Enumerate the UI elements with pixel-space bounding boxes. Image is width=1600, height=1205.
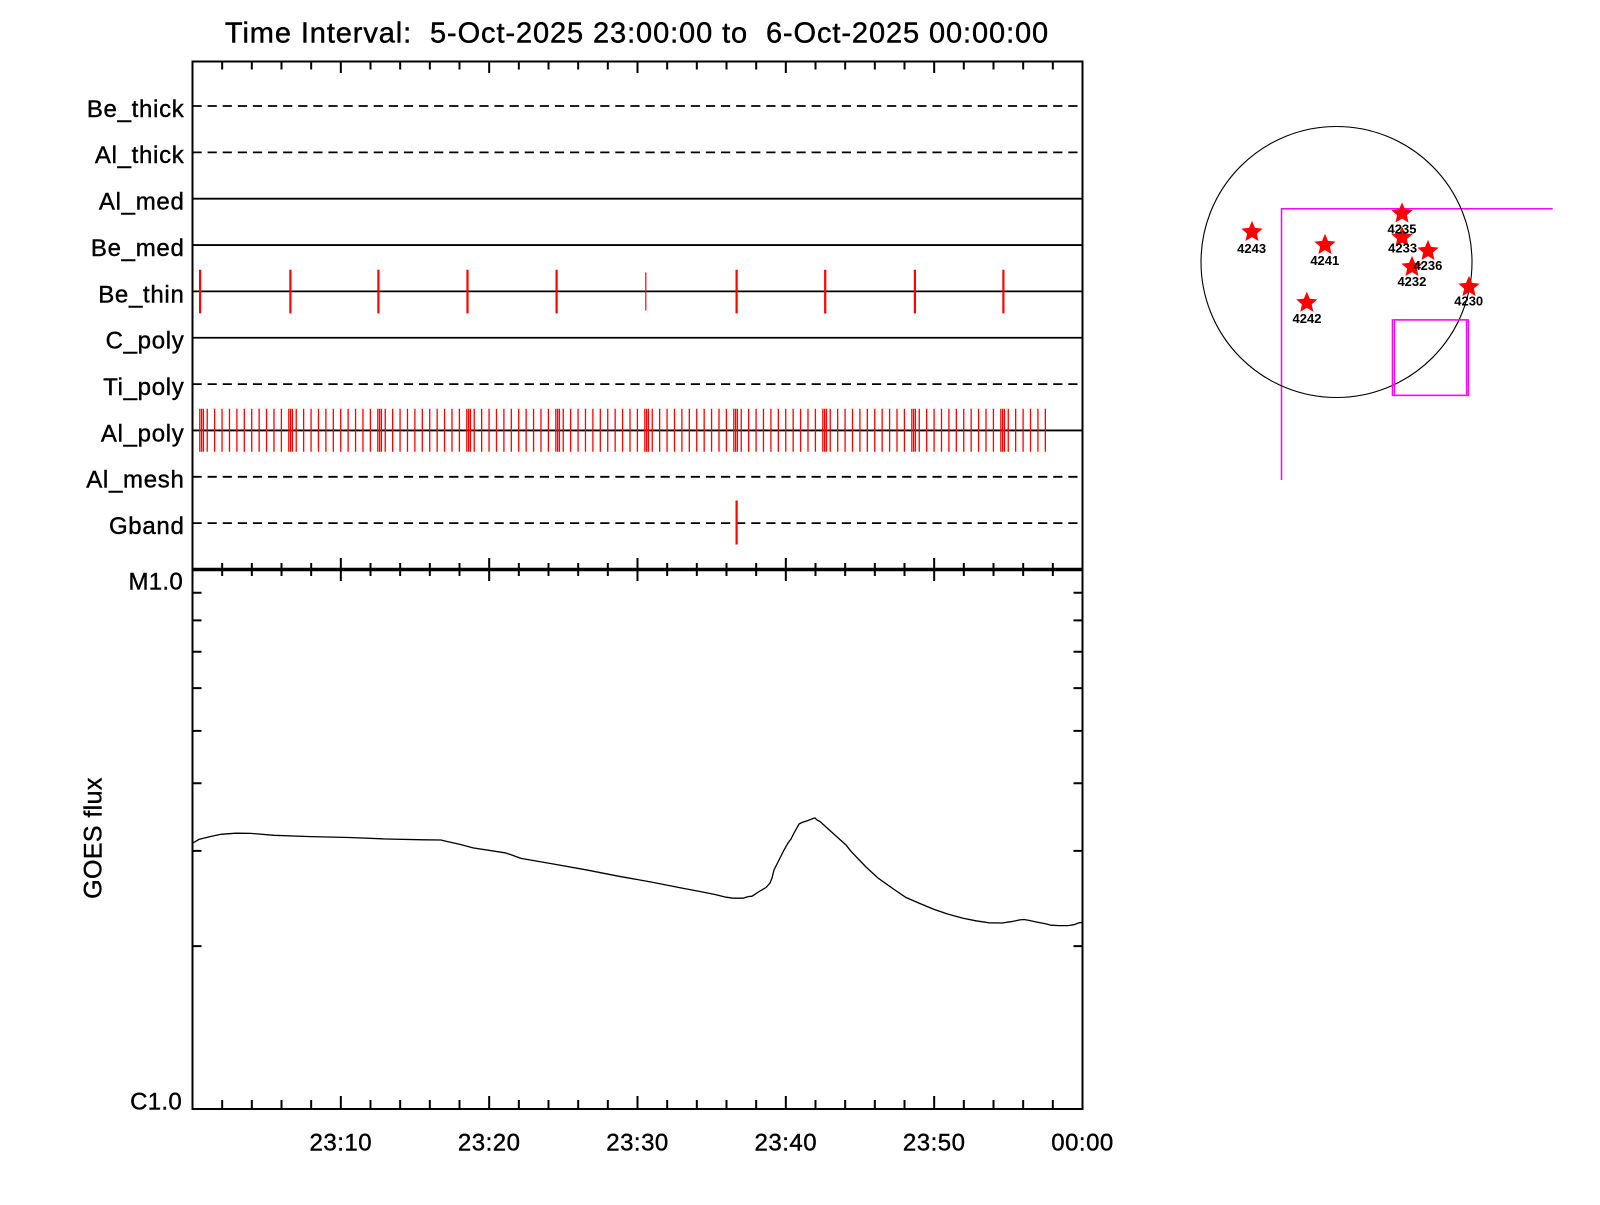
svg-text:4242: 4242 [1293,311,1322,326]
svg-text:M1.0: M1.0 [128,568,183,595]
svg-text:4241: 4241 [1310,253,1339,268]
svg-text:00:00: 00:00 [1051,1130,1114,1157]
svg-text:23:30: 23:30 [606,1130,669,1157]
svg-text:Be_thick: Be_thick [87,96,185,123]
svg-text:4236: 4236 [1413,258,1442,273]
svg-text:Ti_poly: Ti_poly [103,374,184,401]
svg-text:23:50: 23:50 [903,1130,966,1157]
svg-text:4243: 4243 [1237,241,1266,256]
svg-text:4232: 4232 [1397,274,1426,289]
svg-text:C_poly: C_poly [106,328,185,355]
svg-text:Al_mesh: Al_mesh [86,467,184,494]
svg-text:4235: 4235 [1388,222,1417,237]
svg-text:GOES flux: GOES flux [80,777,108,899]
svg-text:4233: 4233 [1388,241,1417,256]
svg-text:23:40: 23:40 [755,1130,818,1157]
svg-text:Al_med: Al_med [99,189,185,216]
svg-text:Al_poly: Al_poly [101,420,185,447]
svg-text:4230: 4230 [1454,294,1483,309]
svg-text:C1.0: C1.0 [130,1089,182,1116]
svg-text:23:10: 23:10 [310,1130,373,1157]
svg-text:23:20: 23:20 [458,1130,521,1157]
svg-text:Al_thick: Al_thick [95,142,185,169]
svg-text:Gband: Gband [109,513,185,540]
svg-text:Be_med: Be_med [91,235,185,262]
svg-text:Time Interval: 5-Oct-2025 23:: Time Interval: 5-Oct-2025 23:00:00 to 6-… [225,18,1049,50]
svg-text:Be_thin: Be_thin [98,281,184,308]
